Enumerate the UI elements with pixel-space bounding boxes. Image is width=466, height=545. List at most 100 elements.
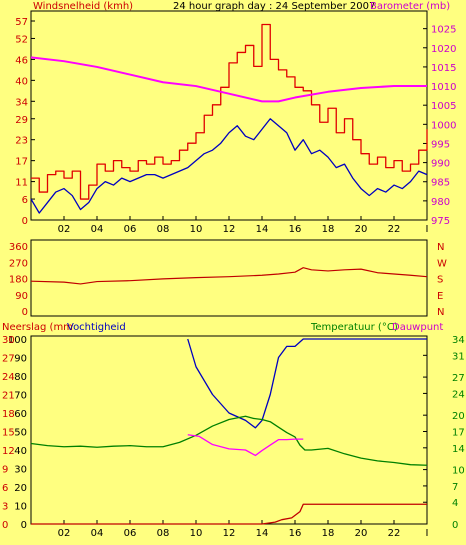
rain-tick-label: 18	[2, 409, 15, 420]
baro-tick-label: 1005	[431, 101, 456, 112]
temperature-tick-label: 31	[452, 351, 465, 362]
dewpoint-series	[187, 434, 304, 457]
x-tick-label: 02	[58, 528, 71, 539]
temperature-tick-label: 20	[452, 411, 465, 422]
humidity-tick-label: 70	[14, 391, 27, 402]
humidity-tick-label: 60	[14, 409, 27, 420]
wind-axis-label: Windsnelheid (kmh)	[33, 1, 133, 12]
x-tick-label: 06	[124, 528, 137, 539]
x-tick-label: 06	[124, 224, 137, 235]
wind-tick-label: 57	[15, 17, 28, 28]
humidity-series	[187, 338, 427, 429]
direction-tick-label: 180	[9, 275, 28, 286]
x-tick-label: 10	[190, 528, 203, 539]
rain-tick-label: 15	[2, 428, 15, 439]
temperature-tick-label: 24	[452, 389, 465, 400]
wind-tick-label: 34	[15, 97, 28, 108]
wind-direction-panel	[30, 239, 428, 317]
x-tick-label: 04	[91, 528, 104, 539]
wind-tick-label: 29	[15, 115, 28, 126]
rain-tick-label: 21	[2, 391, 15, 402]
temperature-tick-label: 27	[452, 373, 465, 384]
compass-label: N	[437, 242, 444, 253]
temperature-tick-label: 10	[452, 466, 465, 477]
temperature-tick-label: 34	[452, 335, 465, 346]
rain-tick-label: 0	[2, 520, 8, 531]
humidity-tick-label: 40	[14, 446, 27, 457]
direction-tick-label: 270	[9, 258, 28, 269]
baro-tick-label: 1020	[431, 44, 456, 55]
humidity-axis-label: Vochtigheid	[67, 322, 126, 333]
direction-tick-label: 0	[22, 307, 28, 318]
wind-tick-label: 23	[15, 136, 28, 147]
x-tick-label: 20	[355, 528, 368, 539]
x-tick-label: 04	[91, 224, 104, 235]
wind-direction-series	[30, 267, 428, 285]
baro-tick-label: 1025	[431, 25, 456, 36]
compass-label: N	[437, 307, 444, 318]
x-tick-label: 18	[322, 224, 335, 235]
x-tick-label: 16	[289, 528, 302, 539]
x-tick-label: 12	[223, 224, 236, 235]
rain-axis-label: Neerslag (mm	[2, 322, 73, 333]
wind-tick-label: 46	[15, 55, 28, 66]
compass-label: E	[437, 291, 443, 302]
rain-tick-label: 3	[2, 502, 8, 513]
x-tick-label: I	[426, 528, 429, 539]
barometer-axis-label: Barometer (mb)	[370, 1, 450, 12]
x-tick-label: 08	[157, 528, 170, 539]
graph-title: 24 hour graph day : 24 September 2007	[173, 1, 375, 12]
x-tick-label: 16	[289, 224, 302, 235]
x-tick-label: 14	[256, 528, 269, 539]
wind-tick-label: 52	[15, 34, 28, 45]
temperature-series	[30, 415, 428, 466]
rain-tick-label: 24	[2, 372, 15, 383]
baro-tick-label: 1010	[431, 82, 456, 93]
baro-tick-label: 990	[431, 159, 450, 170]
wind-tick-label: 17	[15, 157, 28, 168]
humidity-tick-label: 10	[14, 502, 27, 513]
x-tick-label: 14	[256, 224, 269, 235]
wind-tick-label: 6	[22, 195, 28, 206]
compass-label: W	[437, 258, 447, 269]
x-tick-label: 02	[58, 224, 71, 235]
baro-tick-label: 980	[431, 197, 450, 208]
temperature-axis-label: Temperatuur (°C)	[310, 322, 398, 333]
direction-tick-label: 360	[9, 242, 28, 253]
humidity-tick-label: 100	[8, 335, 27, 346]
x-tick-label: 20	[355, 224, 368, 235]
wind-tick-label: 40	[15, 76, 28, 87]
rain-tick-label: 12	[2, 446, 15, 457]
rain-tick-label: 27	[2, 354, 15, 365]
wind-tick-label: 11	[15, 178, 28, 189]
humidity-tick-label: 50	[14, 428, 27, 439]
temperature-tick-label: 14	[452, 444, 465, 455]
rain-series	[31, 503, 427, 525]
compass-label: S	[437, 275, 443, 286]
temperature-tick-label: 7	[452, 482, 458, 493]
humidity-tick-label: 0	[21, 520, 27, 531]
baro-tick-label: 1000	[431, 120, 456, 131]
x-tick-label: 10	[190, 224, 203, 235]
x-tick-label: I	[426, 224, 429, 235]
x-tick-label: 18	[322, 528, 335, 539]
x-tick-label: 22	[388, 224, 401, 235]
dewpoint-axis-label: Dauwpunt	[392, 322, 443, 333]
baro-tick-label: 995	[431, 139, 450, 150]
humidity-tick-label: 30	[14, 465, 27, 476]
barometer-series	[30, 56, 427, 103]
humidity-tick-label: 80	[14, 372, 27, 383]
x-tick-label: 22	[388, 528, 401, 539]
baro-tick-label: 975	[431, 216, 450, 227]
wind-tick-label: 0	[22, 216, 28, 227]
humidity-tick-label: 90	[14, 354, 27, 365]
wind-gust-series	[31, 23, 428, 200]
baro-tick-label: 1015	[431, 63, 456, 74]
x-tick-label: 08	[157, 224, 170, 235]
temperature-tick-label: 17	[452, 428, 465, 439]
humidity-tick-label: 20	[14, 483, 27, 494]
rain-tick-label: 6	[2, 483, 8, 494]
rain-tick-label: 30	[2, 335, 15, 346]
